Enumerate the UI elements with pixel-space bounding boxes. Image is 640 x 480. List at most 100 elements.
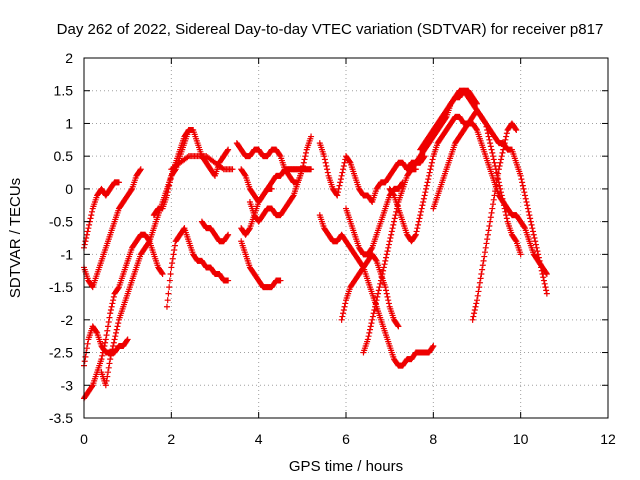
data-point-marker [106, 314, 113, 321]
data-point-marker [86, 221, 93, 228]
data-point-marker [339, 169, 346, 176]
data-point-marker [98, 356, 105, 363]
data-point-marker [369, 316, 376, 323]
data-point-marker [88, 212, 95, 219]
data-point-marker [372, 300, 379, 307]
data-point-marker [534, 248, 541, 255]
data-point-marker [171, 247, 178, 253]
data-point-marker [113, 326, 120, 333]
data-point-marker [377, 277, 384, 284]
data-point-marker [542, 284, 549, 291]
data-point-marker [277, 277, 284, 284]
data-point-marker [425, 172, 432, 179]
data-point-marker [512, 125, 519, 132]
y-tick-label: -3 [61, 377, 74, 393]
data-point-marker [364, 336, 371, 343]
data-point-marker [81, 241, 88, 248]
data-point-marker [385, 241, 392, 248]
data-point-marker [501, 140, 508, 147]
data-point-marker [422, 189, 429, 196]
data-point-marker [484, 130, 491, 137]
axis-ticks: -3.5 -3 -2.5 -2 -1.5 -1 -0.5 0 0.5 1 1.5 2 0 2 4 6 8 10 12 [49, 50, 616, 447]
data-point-marker [105, 319, 112, 325]
data-point-marker [492, 188, 499, 195]
data-point-marker [229, 166, 236, 173]
data-point-marker [489, 149, 496, 156]
data-point-marker [107, 310, 114, 317]
data-point-marker [543, 290, 550, 297]
data-point-marker [482, 120, 489, 127]
data-point-marker [168, 264, 175, 271]
data-point-marker [166, 277, 173, 284]
data-point-marker [340, 166, 347, 173]
data-point-marker [497, 159, 504, 166]
data-point-marker [367, 323, 374, 330]
data-point-marker [517, 172, 524, 179]
data-point-marker [224, 232, 231, 239]
y-tick-label: -0.5 [49, 214, 73, 230]
data-point-marker [415, 218, 422, 225]
data-point-marker [522, 192, 529, 199]
series-sat-16 [316, 212, 437, 369]
data-point-marker [377, 280, 384, 287]
data-point-marker [471, 310, 478, 317]
y-tick-label: -1.5 [49, 279, 73, 295]
data-point-marker [158, 269, 165, 276]
data-series-layer [81, 87, 550, 402]
data-point-marker [373, 297, 380, 304]
data-point-marker [533, 244, 540, 251]
data-point-marker [324, 166, 331, 173]
data-point-marker [485, 227, 492, 234]
data-point-marker [495, 176, 502, 183]
series-sat-01 [81, 179, 122, 251]
data-point-marker [484, 127, 491, 133]
data-point-marker [482, 244, 489, 251]
data-point-marker [368, 245, 375, 252]
data-point-marker [490, 153, 497, 160]
data-point-marker [487, 214, 494, 221]
data-point-marker [513, 127, 520, 133]
data-point-marker [496, 182, 503, 189]
series-sat-13 [246, 133, 315, 225]
data-point-marker [84, 340, 91, 347]
y-tick-label: 1 [65, 115, 73, 131]
data-point-marker [85, 225, 92, 232]
data-point-marker [517, 251, 524, 258]
data-point-marker [336, 182, 343, 189]
data-point-marker [334, 189, 341, 196]
data-point-marker [419, 202, 426, 209]
data-point-marker [113, 329, 120, 336]
data-point-marker [104, 373, 111, 380]
data-point-marker [395, 323, 402, 330]
data-point-marker [82, 353, 89, 360]
data-point-marker [424, 179, 431, 186]
data-point-marker [499, 149, 506, 156]
data-point-marker [488, 146, 495, 153]
data-point-marker [87, 215, 94, 222]
data-point-marker [482, 249, 489, 256]
x-tick-label: 10 [513, 431, 529, 447]
data-point-marker [371, 307, 378, 313]
data-point-marker [111, 336, 118, 343]
series-sat-15 [316, 140, 419, 205]
data-point-marker [145, 239, 152, 246]
data-point-marker [481, 253, 488, 260]
data-point-marker [375, 290, 382, 297]
data-point-marker [137, 166, 144, 173]
data-point-marker [341, 303, 348, 310]
data-point-marker [346, 158, 353, 165]
data-point-marker [368, 320, 375, 327]
data-point-marker [487, 143, 494, 150]
data-point-marker [413, 228, 420, 235]
data-point-marker [530, 228, 537, 235]
series-sat-18 [343, 179, 406, 258]
series-sat-23 [430, 107, 524, 258]
data-point-marker [469, 316, 476, 323]
data-point-marker [338, 316, 345, 323]
data-point-marker [425, 176, 432, 183]
x-tick-label: 4 [255, 431, 263, 447]
data-point-marker [170, 251, 177, 258]
data-point-marker [83, 231, 90, 238]
data-point-marker [521, 224, 528, 231]
